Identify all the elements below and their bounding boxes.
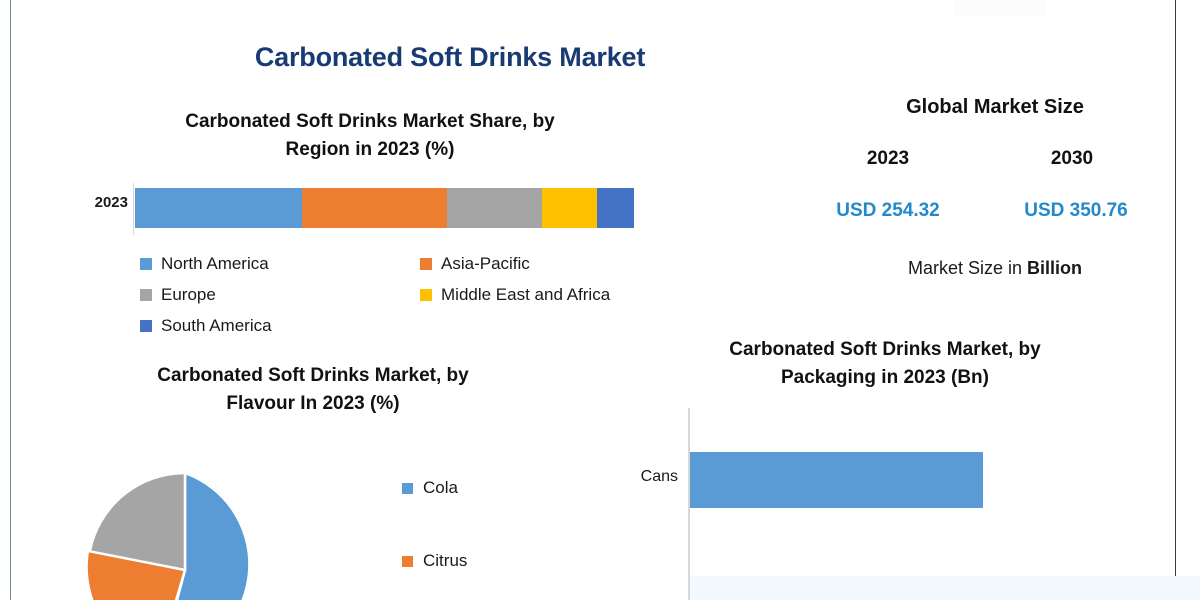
region-legend: North America Asia-Pacific Europe Middle… xyxy=(140,248,700,341)
legend-swatch-icon xyxy=(140,319,152,332)
packaging-axis-line xyxy=(688,408,690,600)
flavour-legend-item-cola[interactable]: Cola xyxy=(402,478,458,498)
legend-swatch-icon xyxy=(420,257,432,270)
frame-border-right xyxy=(1175,0,1176,600)
legend-label: Middle East and Africa xyxy=(441,284,611,304)
pie-slice-cola[interactable] xyxy=(161,471,251,600)
legend-item-europe[interactable]: Europe xyxy=(140,279,420,310)
packaging-chart-title-line2: Packaging in 2023 (Bn) xyxy=(780,366,989,388)
region-chart-title-line2: Region in 2023 (%) xyxy=(285,138,455,160)
packaging-chart-title: Carbonated Soft Drinks Market, by Packag… xyxy=(640,336,1130,391)
footnote-unit: Billion xyxy=(1027,258,1083,278)
legend-label: Europe xyxy=(161,284,216,304)
frame-border-left xyxy=(10,0,11,600)
page-title: Carbonated Soft Drinks Market xyxy=(254,42,646,72)
flavour-pie-chart xyxy=(60,445,310,600)
packaging-chart-title-line1: Carbonated Soft Drinks Market, by xyxy=(729,339,1041,360)
flavour-chart-title-line2: Flavour In 2023 (%) xyxy=(226,392,400,414)
global-market-size-title: Global Market Size xyxy=(906,96,1084,118)
footnote-prefix: Market Size in xyxy=(907,258,1028,278)
legend-item-north-america[interactable]: North America xyxy=(140,248,420,279)
region-segment-middle-east-and-africa[interactable] xyxy=(541,188,597,228)
watermark-logo xyxy=(955,0,1045,16)
packaging-bar-next-cropped xyxy=(690,576,1200,600)
legend-swatch-icon xyxy=(420,288,432,301)
region-axis-line xyxy=(133,183,134,235)
legend-item-asia-pacific[interactable]: Asia-Pacific xyxy=(420,248,700,279)
legend-label: Citrus xyxy=(423,551,468,570)
global-market-size-footnote: Market Size in Billion xyxy=(820,258,1170,279)
region-segment-asia-pacific[interactable] xyxy=(302,188,447,228)
global-market-size-year-base: 2023 xyxy=(866,148,910,169)
region-chart-title: Carbonated Soft Drinks Market Share, by … xyxy=(60,108,680,163)
flavour-pie-svg xyxy=(85,471,251,600)
legend-swatch-icon xyxy=(402,555,413,567)
legend-label: South America xyxy=(161,315,272,335)
pie-slice-citrus[interactable] xyxy=(85,544,187,600)
flavour-chart-title: Carbonated Soft Drinks Market, by Flavou… xyxy=(48,362,578,417)
region-category-label: 2023 xyxy=(94,194,128,211)
legend-label: Asia-Pacific xyxy=(441,253,530,273)
legend-swatch-icon xyxy=(140,288,152,301)
region-chart-title-line1: Carbonated Soft Drinks Market Share, by xyxy=(185,111,555,132)
flavour-chart-title-line1: Carbonated Soft Drinks Market, by xyxy=(157,365,469,386)
legend-item-middle-east-and-africa[interactable]: Middle East and Africa xyxy=(420,279,700,310)
legend-swatch-icon xyxy=(140,257,152,270)
region-segment-south-america[interactable] xyxy=(596,188,634,228)
global-market-size-value-forecast: USD 350.76 xyxy=(1024,200,1128,221)
packaging-bar-cans[interactable] xyxy=(690,452,983,508)
legend-label: North America xyxy=(161,253,269,273)
packaging-category-label-cans: Cans xyxy=(640,468,678,485)
global-market-size-value-base: USD 254.32 xyxy=(836,200,940,221)
region-segment-europe[interactable] xyxy=(446,188,542,228)
pie-slice-others[interactable] xyxy=(88,471,187,572)
global-market-size-year-forecast: 2030 xyxy=(1050,148,1094,169)
legend-swatch-icon xyxy=(402,482,413,494)
region-stacked-bar xyxy=(135,188,634,228)
legend-item-south-america[interactable]: South America xyxy=(140,310,420,341)
region-segment-north-america[interactable] xyxy=(135,188,303,228)
flavour-legend-item-citrus[interactable]: Citrus xyxy=(402,551,467,571)
legend-label: Cola xyxy=(423,478,458,497)
